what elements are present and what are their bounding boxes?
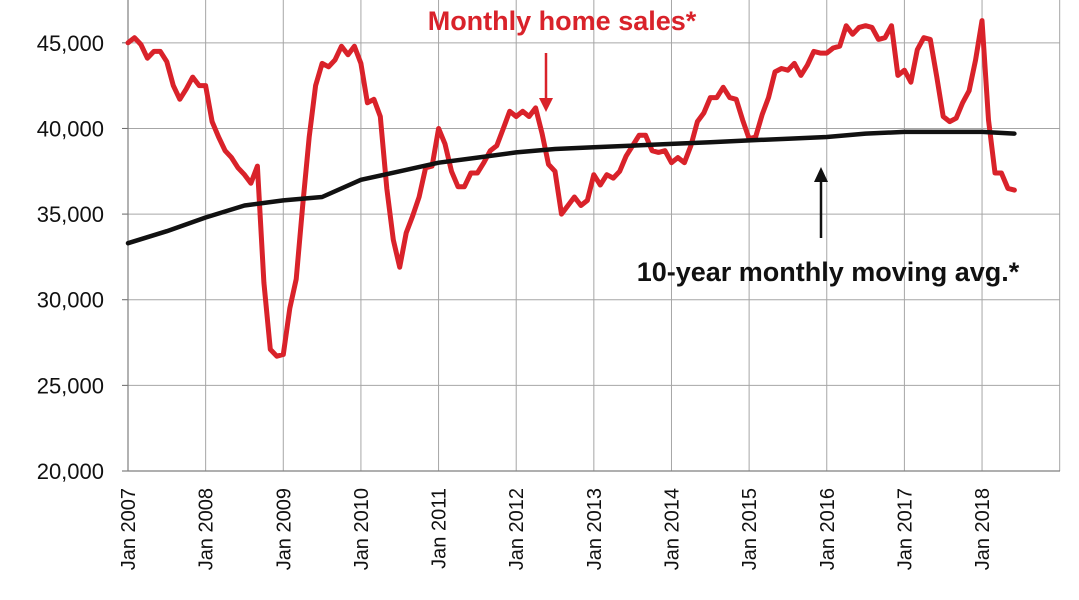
y-tick-label: 25,000 — [37, 373, 104, 398]
x-tick-label: Jan 2018 — [972, 488, 994, 570]
moving-avg-annotation-label: 10-year monthly moving avg.* — [637, 257, 1020, 287]
x-tick-label: Jan 2016 — [817, 488, 839, 570]
y-tick-label: 30,000 — [37, 288, 104, 313]
x-tick-label: Jan 2014 — [661, 488, 683, 570]
x-tick-label: Jan 2011 — [429, 488, 451, 569]
sales-annotation-arrowhead — [539, 98, 553, 112]
series-lines — [125, 18, 1017, 359]
x-tick-label: Jan 2012 — [506, 488, 528, 570]
annotations: Monthly home sales* 10-year monthly movi… — [428, 6, 1020, 287]
x-tick-label: Jan 2008 — [196, 488, 218, 570]
y-tick-label: 40,000 — [37, 116, 104, 141]
y-tick-label: 45,000 — [37, 31, 104, 56]
y-tick-label: 20,000 — [37, 459, 104, 484]
x-axis-ticks: Jan 2007 Jan 2008 Jan 2009 Jan 2010 Jan 2011… — [118, 488, 994, 570]
y-tick-label: 35,000 — [37, 202, 104, 227]
gridlines — [128, 0, 1061, 471]
x-tick-label: Jan 2015 — [739, 488, 761, 570]
x-tick-label: Jan 2009 — [273, 488, 295, 570]
x-tick-label: Jan 2017 — [894, 488, 916, 570]
moving-avg-annotation-arrowhead — [814, 167, 828, 182]
x-tick-label: Jan 2010 — [351, 488, 373, 570]
axes — [127, 0, 1060, 472]
sales-annotation-label: Monthly home sales* — [428, 6, 697, 36]
series-line-moving-average — [125, 129, 1017, 246]
x-tick-label: Jan 2013 — [584, 488, 606, 570]
y-axis-ticks: 20,000 25,000 30,000 35,000 40,000 45,000 — [37, 31, 128, 484]
series-line-monthly-sales — [125, 18, 1017, 359]
x-tick-label: Jan 2007 — [118, 488, 140, 570]
